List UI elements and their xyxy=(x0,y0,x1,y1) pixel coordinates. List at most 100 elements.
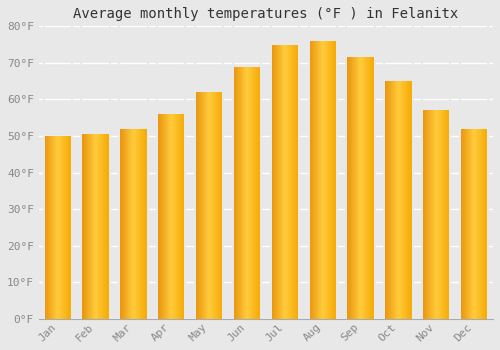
Bar xyxy=(181,114,182,319)
Bar xyxy=(272,44,273,319)
Bar xyxy=(96,134,97,319)
Bar xyxy=(250,66,252,319)
Bar xyxy=(384,81,385,319)
Bar xyxy=(392,81,394,319)
Bar xyxy=(292,44,294,319)
Bar xyxy=(295,44,296,319)
Bar xyxy=(127,129,128,319)
Bar xyxy=(470,129,472,319)
Bar xyxy=(347,57,348,319)
Bar xyxy=(282,44,284,319)
Bar xyxy=(169,114,170,319)
Bar xyxy=(397,81,398,319)
Bar xyxy=(259,66,260,319)
Bar xyxy=(466,129,467,319)
Bar xyxy=(285,44,286,319)
Bar xyxy=(235,66,236,319)
Bar xyxy=(429,110,430,319)
Bar xyxy=(122,129,123,319)
Bar xyxy=(395,81,396,319)
Bar xyxy=(124,129,125,319)
Bar xyxy=(144,129,145,319)
Bar xyxy=(349,57,350,319)
Bar xyxy=(396,81,397,319)
Bar xyxy=(69,136,70,319)
Bar xyxy=(214,92,215,319)
Bar xyxy=(196,92,197,319)
Bar xyxy=(385,81,386,319)
Bar xyxy=(239,66,240,319)
Bar xyxy=(177,114,178,319)
Bar xyxy=(140,129,141,319)
Bar xyxy=(57,136,58,319)
Bar xyxy=(449,110,450,319)
Bar xyxy=(167,114,168,319)
Bar xyxy=(352,57,353,319)
Bar xyxy=(108,134,109,319)
Bar xyxy=(178,114,179,319)
Bar xyxy=(254,66,255,319)
Bar xyxy=(125,129,126,319)
Bar xyxy=(298,44,299,319)
Bar xyxy=(107,134,108,319)
Bar xyxy=(197,92,198,319)
Bar xyxy=(336,41,337,319)
Bar xyxy=(104,134,105,319)
Bar xyxy=(163,114,164,319)
Bar xyxy=(71,136,72,319)
Bar xyxy=(365,57,366,319)
Bar xyxy=(237,66,238,319)
Bar xyxy=(97,134,98,319)
Bar xyxy=(411,81,412,319)
Bar xyxy=(407,81,408,319)
Bar xyxy=(234,66,235,319)
Bar xyxy=(99,134,100,319)
Bar xyxy=(147,129,148,319)
Bar xyxy=(247,66,248,319)
Bar xyxy=(240,66,242,319)
Bar xyxy=(170,114,172,319)
Bar xyxy=(279,44,280,319)
Bar xyxy=(370,57,371,319)
Bar xyxy=(46,136,47,319)
Bar xyxy=(204,92,205,319)
Bar xyxy=(252,66,254,319)
Bar xyxy=(296,44,297,319)
Bar xyxy=(442,110,444,319)
Bar xyxy=(358,57,359,319)
Bar xyxy=(408,81,409,319)
Bar xyxy=(47,136,48,319)
Bar xyxy=(291,44,292,319)
Bar xyxy=(369,57,370,319)
Bar xyxy=(185,114,186,319)
Bar xyxy=(130,129,132,319)
Bar xyxy=(318,41,319,319)
Bar xyxy=(248,66,249,319)
Bar xyxy=(372,57,374,319)
Bar xyxy=(360,57,362,319)
Bar xyxy=(172,114,174,319)
Bar xyxy=(48,136,49,319)
Bar xyxy=(94,134,95,319)
Bar xyxy=(49,136,50,319)
Bar xyxy=(404,81,405,319)
Bar xyxy=(435,110,436,319)
Bar xyxy=(90,134,92,319)
Bar xyxy=(206,92,207,319)
Bar xyxy=(165,114,166,319)
Bar xyxy=(331,41,332,319)
Bar xyxy=(128,129,129,319)
Bar xyxy=(440,110,441,319)
Bar xyxy=(207,92,208,319)
Bar xyxy=(219,92,220,319)
Bar xyxy=(278,44,279,319)
Bar xyxy=(92,134,94,319)
Bar xyxy=(399,81,400,319)
Bar xyxy=(406,81,407,319)
Bar xyxy=(179,114,180,319)
Bar xyxy=(256,66,257,319)
Bar xyxy=(390,81,392,319)
Bar xyxy=(84,134,85,319)
Bar xyxy=(328,41,329,319)
Bar xyxy=(434,110,435,319)
